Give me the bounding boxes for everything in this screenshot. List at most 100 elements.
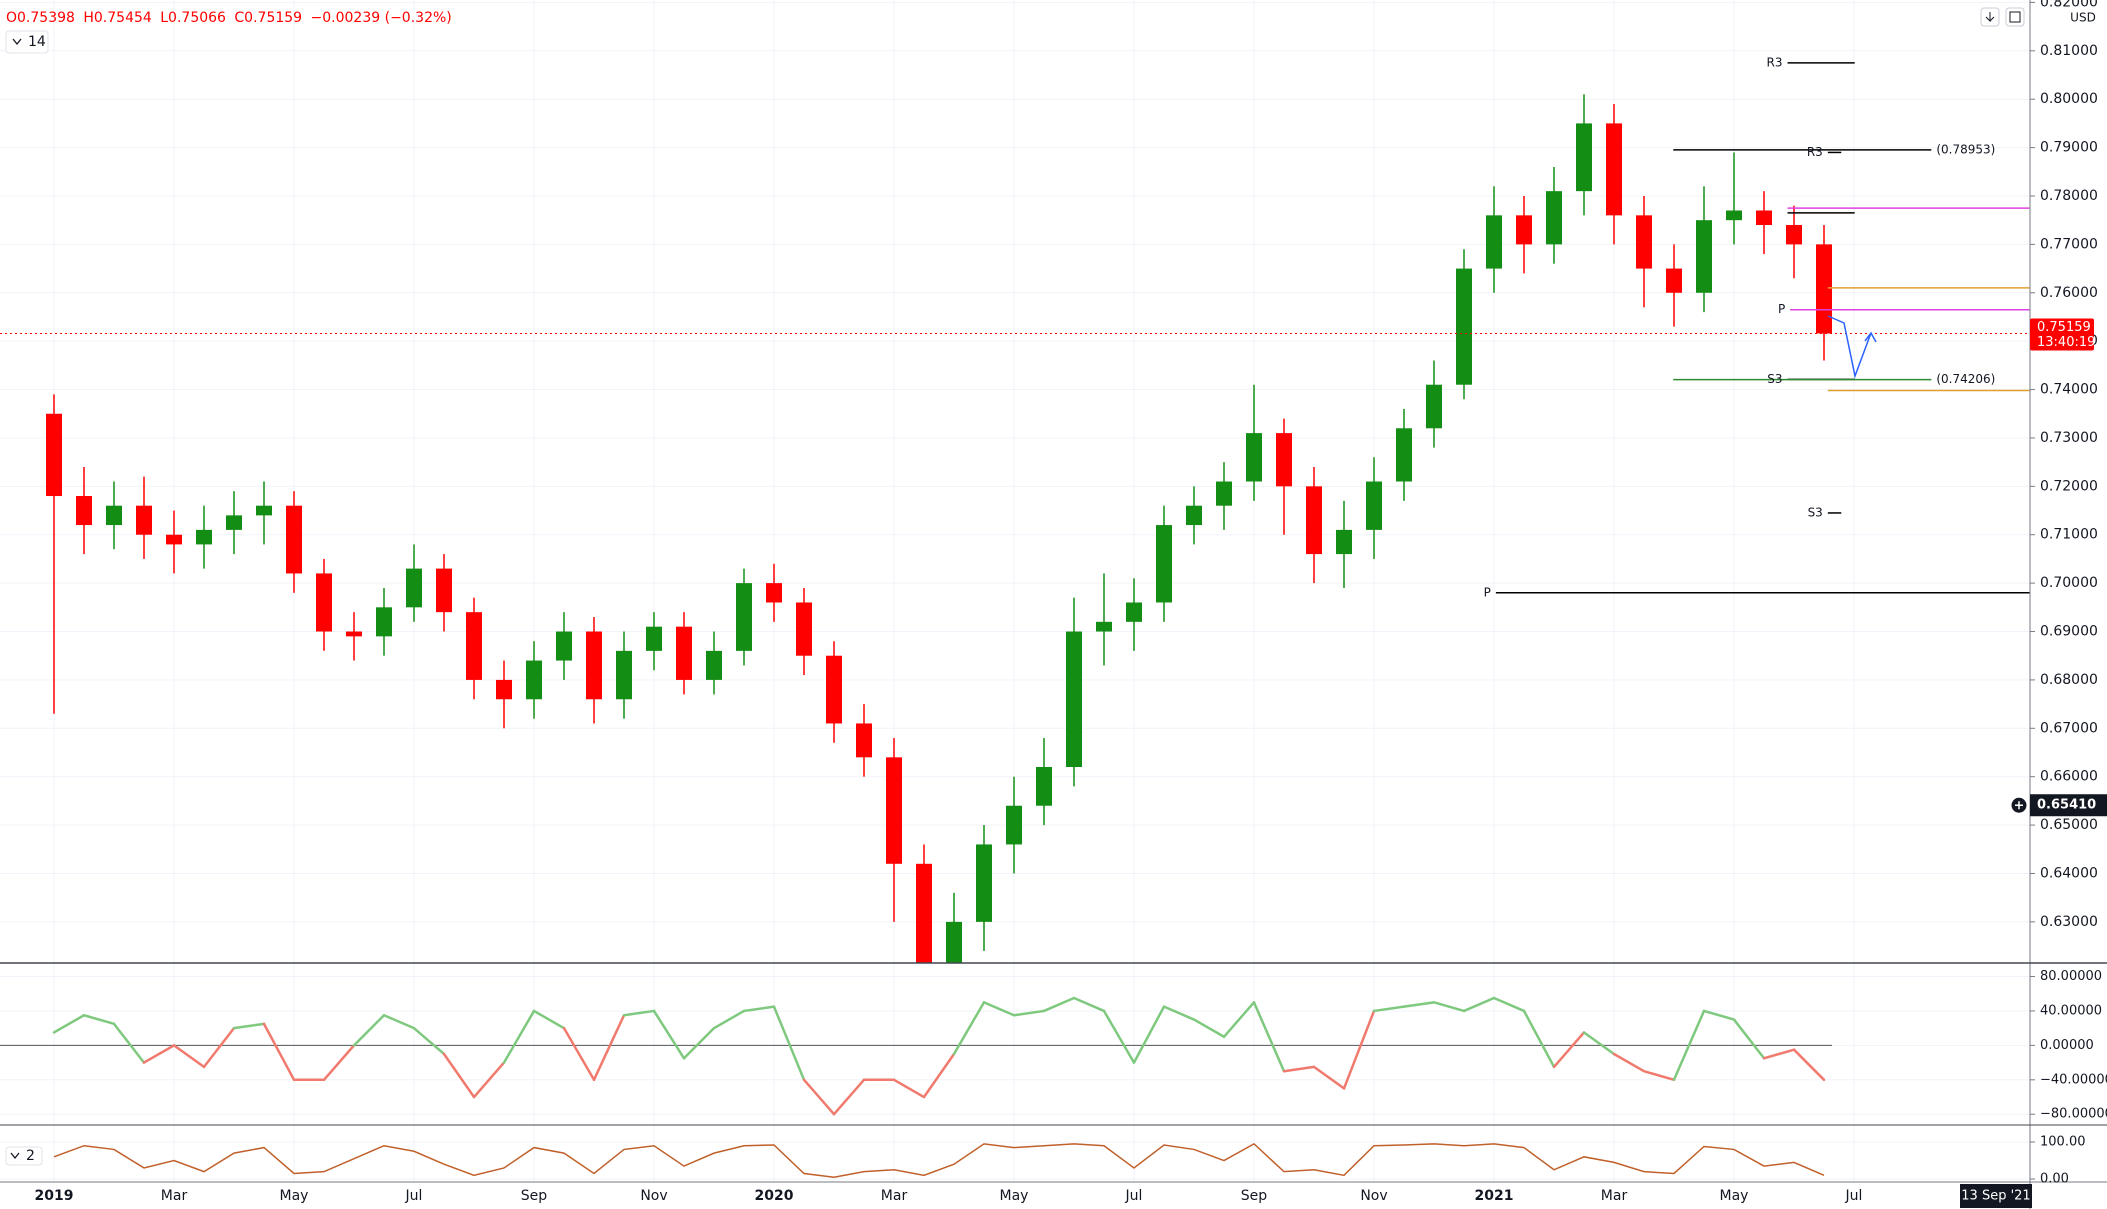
x-tick-label: May [1000, 1188, 1029, 1204]
x-tick-label: Mar [1601, 1188, 1628, 1204]
candle-body [136, 505, 152, 535]
crosshair-price-tag [2030, 794, 2107, 817]
y-tick-label: 0.79000 [2040, 140, 2098, 156]
oscillator-segment [322, 1044, 356, 1082]
crosshair-date-tag [1960, 1184, 2032, 1208]
x-tick-label: 2020 [755, 1188, 794, 1204]
candle-body [76, 496, 92, 526]
legend-close: C0.75159 [234, 10, 302, 26]
y-tick-label: 40.00000 [2040, 1003, 2102, 1018]
x-tick-label: Jul [1845, 1188, 1863, 1204]
x-tick-label: Sep [521, 1188, 548, 1204]
projection-arrowhead [1864, 331, 1877, 343]
y-tick-label: 0.00 [2040, 1172, 2069, 1187]
oscillator-segment [892, 1078, 926, 1099]
candle-body [976, 844, 992, 922]
oscillator-segment [1102, 1009, 1136, 1064]
candle-body [1486, 215, 1502, 269]
y-tick-label: −40.00000 [2040, 1072, 2107, 1087]
projection-drawing[interactable] [1827, 315, 1872, 379]
x-tick-label: Mar [881, 1188, 908, 1204]
oscillator-segment [82, 1013, 116, 1026]
candle-body [526, 660, 542, 700]
y-tick-label: 0.78000 [2040, 188, 2098, 204]
oscillator-segment [1522, 1009, 1556, 1069]
indicator-length: 14 [28, 34, 46, 50]
pivot-label: (0.74206) [1936, 372, 1995, 386]
candle-body [586, 631, 602, 700]
candle-body [1756, 210, 1772, 226]
fullscreen-button[interactable] [2005, 7, 2025, 27]
candle-body [1636, 215, 1652, 269]
pivot-label: (0.78953) [1936, 142, 1995, 156]
legend-ohlc: O0.75398 H0.75454 L0.75066 C0.75159 −0.0… [6, 10, 452, 26]
candle-body [1576, 123, 1592, 192]
oscillator-segment [232, 1022, 266, 1030]
candle-body [1066, 631, 1082, 768]
candle-body [1366, 481, 1382, 530]
y-tick-label: 0.74000 [2040, 382, 2098, 398]
oscillator-segment [1162, 1005, 1196, 1021]
y-tick-label: −80.00000 [2040, 1107, 2107, 1122]
candle-body [1456, 268, 1472, 385]
candle-body [1276, 433, 1292, 487]
oscillator-segment [1342, 1009, 1376, 1090]
x-tick-label: Nov [640, 1188, 667, 1204]
oscillator-segment [1462, 996, 1496, 1013]
candle-body [1336, 529, 1352, 555]
oscillator-segment [502, 1009, 536, 1064]
candle-body [826, 655, 842, 724]
pivot-label: P [1484, 585, 1491, 599]
candle-body [256, 505, 272, 516]
oscillator-segment [262, 1022, 296, 1082]
oscillator-segment [922, 1052, 956, 1099]
oscillator-segment [202, 1026, 236, 1069]
oscillator-segment [172, 1044, 206, 1069]
oscillator-segment [112, 1022, 146, 1064]
candle-body [1426, 384, 1442, 429]
plus-icon [2015, 801, 2023, 810]
y-tick-label: 0.67000 [2040, 720, 2098, 736]
oscillator-segment [1072, 996, 1106, 1013]
last-price-tag [2030, 318, 2094, 351]
oscillator-segment [1192, 1018, 1226, 1039]
oscillator-segment [1222, 1001, 1256, 1039]
pivot-label: S3 [1767, 372, 1782, 386]
candle-body [616, 650, 632, 700]
candle-body [736, 583, 752, 651]
x-tick-label: 2019 [35, 1188, 74, 1204]
candle-body [1546, 191, 1562, 245]
candle-body [676, 626, 692, 680]
oscillator-segment [1792, 1048, 1826, 1082]
x-tick-label: Jul [405, 1188, 423, 1204]
legend-open: O0.75398 [6, 10, 75, 26]
candle-body [46, 413, 62, 497]
candle-body [1156, 525, 1172, 603]
y-tick-label: 0.76000 [2040, 285, 2098, 301]
x-tick-label: Nov [1360, 1188, 1387, 1204]
x-tick-label: May [280, 1188, 309, 1204]
oscillator-segment [382, 1013, 416, 1030]
oscillator-segment [442, 1052, 476, 1099]
candle-body [466, 612, 482, 680]
pivot-label: P [1778, 302, 1785, 316]
oscillator-segment [832, 1078, 866, 1116]
chevron-icon [10, 1152, 20, 1160]
oscillator-segment [1042, 996, 1076, 1013]
x-tick-label: Mar [161, 1188, 188, 1204]
candle-body [1816, 244, 1832, 334]
candle-body [436, 568, 452, 613]
chevron-icon [12, 38, 22, 46]
indicator-toggle[interactable] [5, 30, 49, 54]
oscillator-segment [1372, 1005, 1406, 1013]
oscillator-segment [1402, 1001, 1436, 1008]
candle-body [556, 631, 572, 661]
oscillator-segment [1282, 1065, 1316, 1073]
candle-body [946, 921, 962, 963]
candle-body [796, 602, 812, 656]
indicator-toggle[interactable] [5, 1146, 43, 1166]
arrow-icon [1985, 12, 1995, 23]
candle-body [916, 863, 932, 963]
